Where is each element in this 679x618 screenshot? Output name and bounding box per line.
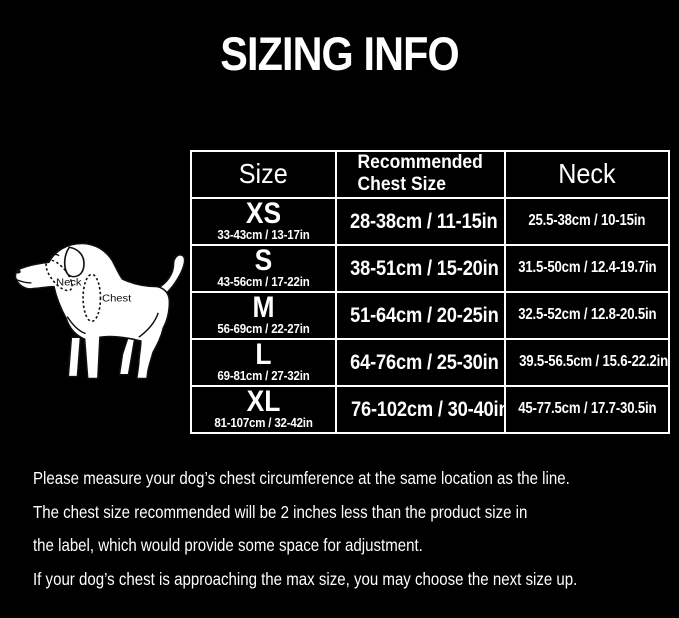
size-cell: M 56-69cm / 22-27in (190, 290, 337, 340)
dog-far-rear-leg (118, 334, 136, 376)
header-row: Size Recommended Chest Size Neck (190, 150, 670, 199)
size-code: L (255, 338, 272, 372)
size-range: 81-107cm / 32-42in (214, 416, 313, 431)
chest-cell: 28-38cm / 11-15in (335, 196, 506, 246)
note-line: the label, which would provide some spac… (33, 535, 423, 555)
note-line: If your dog’s chest is approaching the m… (33, 568, 578, 589)
size-cell: XS 33-43cm / 13-17in (190, 196, 337, 246)
size-code: M (252, 291, 275, 325)
table-row-m: M 56-69cm / 22-27in 51-64cm / 20-25in 32… (190, 290, 670, 340)
size-range: 33-43cm / 13-17in (217, 228, 310, 243)
chest-measure-ellipse (82, 273, 102, 323)
dog-mouth (14, 278, 32, 284)
chest-cell: 51-64cm / 20-25in (335, 290, 506, 340)
neck-label: Neck (56, 277, 82, 288)
table-row-l: L 69-81cm / 27-32in 64-76cm / 25-30in 39… (190, 337, 670, 387)
dog-ear (63, 246, 85, 278)
dog-eye (50, 253, 60, 258)
sizing-table: Size Recommended Chest Size Neck XS 33-4… (190, 150, 670, 434)
size-cell: L 69-81cm / 27-32in (190, 337, 337, 387)
size-cell: S 43-56cm / 17-22in (190, 243, 337, 293)
size-range: 69-81cm / 27-32in (217, 369, 310, 384)
neck-cell: 25.5-38cm / 10-15in (504, 196, 670, 246)
dog-thigh-line (138, 312, 159, 338)
neck-cell: 31.5-50cm / 12.4-19.7in (504, 243, 670, 293)
dog-shoulder-line (66, 316, 86, 335)
size-cell: XL 81-107cm / 32-42in (190, 384, 337, 434)
dog-far-front-leg (67, 336, 82, 378)
note-line: The chest size recommended will be 2 inc… (33, 501, 528, 522)
size-code: S (254, 244, 273, 278)
col-header-neck: Neck (504, 150, 670, 199)
col-header-chest: Recommended Chest Size (335, 150, 506, 199)
page-title: SIZING INFO (220, 27, 459, 80)
chest-cell: 38-51cm / 15-20in (335, 243, 506, 293)
chest-cell: 64-76cm / 25-30in (335, 337, 506, 387)
neck-cell: 45-77.5cm / 17.7-30.5in (504, 384, 670, 434)
neck-cell: 39.5-56.5cm / 15.6-22.2in (504, 337, 670, 387)
neck-measure-ellipse (45, 259, 73, 292)
table-row-xl: XL 81-107cm / 32-42in 76-102cm / 30-40in… (190, 384, 670, 434)
note-line: Please measure your dog’s chest circumfe… (33, 468, 570, 488)
chest-label: Chest (102, 293, 131, 304)
table-row-xs: XS 33-43cm / 13-17in 28-38cm / 11-15in 2… (190, 196, 670, 246)
dog-body (14, 242, 171, 380)
dog-nose (15, 269, 21, 274)
dog-measurement-diagram: Neck Chest (14, 242, 186, 380)
title-bar: SIZING INFO (0, 26, 679, 81)
col-header-size: Size (190, 150, 337, 199)
size-range: 43-56cm / 17-22in (217, 275, 310, 290)
size-code: XL (246, 385, 281, 419)
neck-cell: 32.5-52cm / 12.8-20.5in (504, 290, 670, 340)
measurement-notes: Please measure your dog’s chest circumfe… (33, 462, 673, 596)
table-row-s: S 43-56cm / 17-22in 38-51cm / 15-20in 31… (190, 243, 670, 293)
chest-cell: 76-102cm / 30-40in (335, 384, 506, 434)
size-code: XS (245, 197, 282, 231)
size-range: 56-69cm / 22-27in (217, 322, 310, 337)
